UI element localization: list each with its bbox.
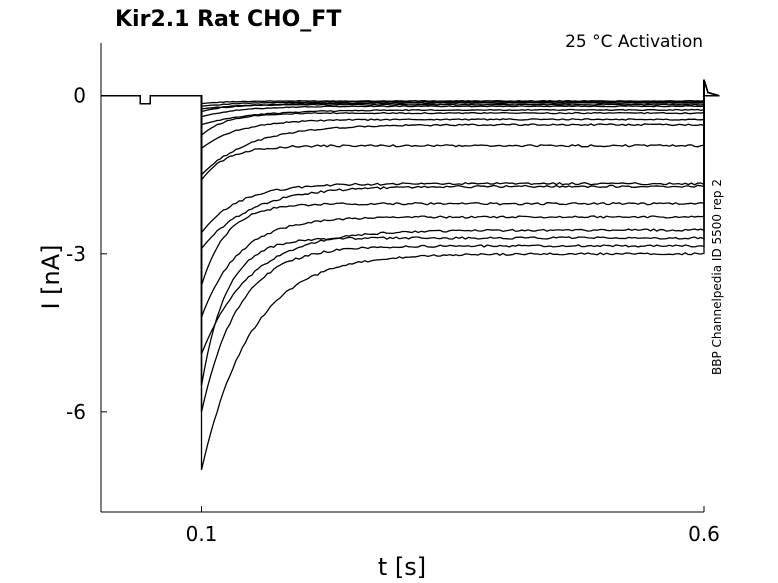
y-axis-label: I [nA] (37, 244, 65, 309)
current-trace (101, 79, 720, 105)
current-trace (101, 79, 720, 386)
chart-title: Kir2.1 Rat CHO_FT (115, 7, 341, 32)
current-trace (101, 79, 720, 110)
y-tick-label: -6 (66, 400, 86, 424)
current-trace (101, 79, 720, 182)
current-trace (101, 79, 720, 177)
current-trace (101, 79, 720, 413)
current-trace (101, 79, 720, 126)
current-trace (101, 79, 720, 107)
side-note: BBP Channelpedia ID 5500 rep 2 (710, 179, 724, 375)
chart-subtitle: 25 °C Activation (565, 32, 703, 52)
current-trace (101, 79, 720, 286)
x-axis-label: t [s] (378, 553, 426, 581)
current-trace (101, 79, 720, 118)
current-trace (101, 79, 720, 470)
current-trace (101, 79, 720, 137)
y-tick-label: 0 (73, 84, 86, 108)
current-trace (101, 79, 720, 251)
x-tick-label: 0.6 (688, 522, 720, 546)
ticks-group: 0.1 0.6 0 -3 -6 (66, 84, 720, 546)
current-trace (101, 79, 720, 113)
current-trace (101, 79, 720, 355)
current-trace (101, 79, 720, 235)
current-trace (101, 79, 720, 318)
current-trace (101, 79, 720, 150)
traces-group (101, 79, 720, 470)
y-tick-label: -3 (66, 242, 86, 266)
x-tick-label: 0.1 (186, 522, 218, 546)
